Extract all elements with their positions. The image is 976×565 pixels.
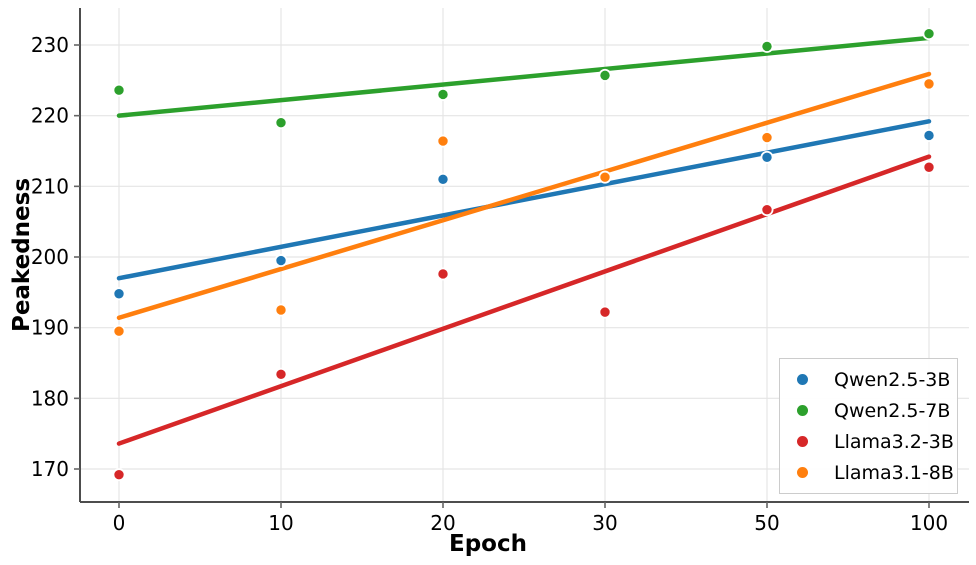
legend: Qwen2.5-3B Qwen2.5-7B Llama3.2-3B Llama3.1-… bbox=[779, 358, 958, 494]
data-point-Llama3.1-8B bbox=[760, 131, 774, 145]
y-tick-label: 170 bbox=[31, 457, 69, 481]
data-point-Qwen2.5-3B bbox=[436, 172, 450, 186]
data-point-Llama3.1-8B bbox=[922, 77, 936, 91]
trend-line-Llama3.1-8B bbox=[116, 71, 932, 321]
data-point-Llama3.1-8B bbox=[436, 134, 450, 148]
trend-line-Qwen2.5-3B bbox=[116, 119, 932, 281]
data-point-Llama3.1-8B bbox=[598, 170, 612, 184]
trend-line-Qwen2.5-7B bbox=[116, 35, 932, 118]
y-tick-label: 220 bbox=[31, 104, 69, 128]
y-tick-label: 200 bbox=[31, 245, 69, 269]
x-tick-label: 20 bbox=[430, 511, 455, 535]
data-point-Llama3.2-3B bbox=[598, 305, 612, 319]
legend-marker-icon bbox=[797, 436, 808, 447]
legend-label: Llama3.1-8B bbox=[834, 461, 954, 484]
trend-line-Llama3.2-3B bbox=[116, 154, 932, 446]
y-tick-label: 230 bbox=[31, 33, 69, 57]
legend-label: Llama3.2-3B bbox=[834, 430, 954, 453]
data-point-Qwen2.5-7B bbox=[274, 116, 288, 130]
x-tick-label: 10 bbox=[268, 511, 293, 535]
data-point-Qwen2.5-7B bbox=[436, 87, 450, 101]
data-point-Qwen2.5-3B bbox=[922, 128, 936, 142]
data-point-Qwen2.5-7B bbox=[922, 27, 936, 41]
x-tick-label: 30 bbox=[592, 511, 617, 535]
data-point-Qwen2.5-7B bbox=[760, 39, 774, 53]
data-point-Qwen2.5-7B bbox=[112, 83, 126, 97]
data-point-Llama3.2-3B bbox=[112, 468, 126, 482]
x-tick-label: 0 bbox=[113, 511, 126, 535]
legend-marker-icon bbox=[797, 374, 808, 385]
data-point-Llama3.2-3B bbox=[436, 267, 450, 281]
data-point-Qwen2.5-3B bbox=[760, 150, 774, 164]
x-tick-label: 100 bbox=[910, 511, 948, 535]
legend-item: Llama3.2-3B bbox=[780, 426, 957, 457]
legend-item: Llama3.1-8B bbox=[780, 457, 957, 488]
legend-marker-icon bbox=[797, 467, 808, 478]
y-tick-label: 210 bbox=[31, 174, 69, 198]
legend-item: Qwen2.5-3B bbox=[780, 364, 957, 395]
y-axis-label: Peakedness bbox=[9, 177, 35, 333]
data-point-Qwen2.5-3B bbox=[274, 254, 288, 268]
legend-label: Qwen2.5-3B bbox=[834, 368, 951, 391]
y-tick-label: 180 bbox=[31, 386, 69, 410]
data-point-Llama3.2-3B bbox=[922, 160, 936, 174]
x-axis-label: Epoch bbox=[449, 531, 527, 557]
data-point-Qwen2.5-3B bbox=[112, 287, 126, 301]
data-point-Llama3.2-3B bbox=[274, 367, 288, 381]
x-tick-label: 50 bbox=[754, 511, 779, 535]
data-point-Llama3.2-3B bbox=[760, 203, 774, 217]
legend-marker-icon bbox=[797, 405, 808, 416]
legend-label: Qwen2.5-7B bbox=[834, 399, 951, 422]
data-point-Llama3.1-8B bbox=[112, 324, 126, 338]
legend-item: Qwen2.5-7B bbox=[780, 395, 957, 426]
data-point-Qwen2.5-7B bbox=[598, 68, 612, 82]
y-tick-label: 190 bbox=[31, 316, 69, 340]
data-point-Llama3.1-8B bbox=[274, 303, 288, 317]
